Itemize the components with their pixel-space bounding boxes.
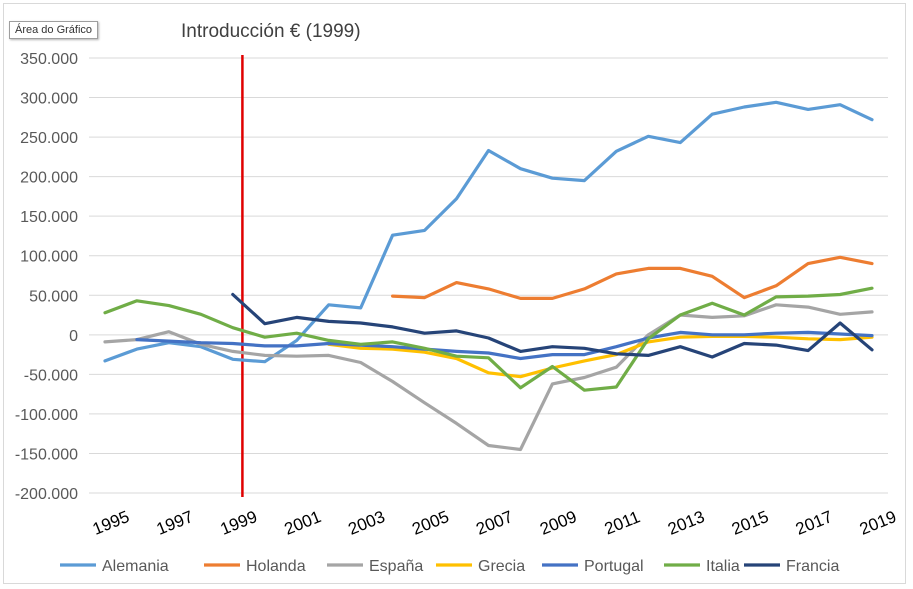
- y-tick-label: 100.000: [20, 249, 78, 266]
- series-line-holanda[interactable]: [391, 255, 874, 300]
- euro-introduction-annotation: Introducción € (1999): [181, 21, 361, 42]
- x-tick-label: 1999: [218, 507, 260, 539]
- x-tick-label: 2011: [602, 507, 643, 538]
- legend-label: Alemania: [102, 558, 169, 575]
- x-tick-label: 2005: [409, 507, 451, 539]
- legend-label: Holanda: [246, 558, 306, 575]
- x-tick-label: 2015: [729, 507, 771, 539]
- legend-label: España: [369, 558, 423, 575]
- x-tick-label: 2009: [537, 507, 579, 539]
- x-tick-label: 2013: [665, 507, 707, 539]
- x-tick-label: 1995: [90, 507, 132, 539]
- legend-label: Italia: [706, 558, 740, 575]
- y-tick-label: 350.000: [20, 51, 78, 68]
- x-tick-label: 2001: [282, 507, 324, 539]
- series-line-italia[interactable]: [103, 286, 874, 392]
- y-tick-label: 250.000: [20, 130, 78, 147]
- series-line-españa[interactable]: [103, 303, 874, 452]
- y-tick-label: 300.000: [20, 91, 78, 108]
- gridlines: [89, 57, 888, 494]
- y-tick-label: -50.000: [24, 367, 78, 384]
- y-tick-label: 150.000: [20, 209, 78, 226]
- x-tick-label: 2017: [793, 507, 835, 539]
- y-axis-ticks: 350.000 300.000 250.000 200.000 150.000 100.0…: [15, 51, 78, 503]
- y-tick-label: 50.000: [29, 288, 78, 305]
- x-tick-label: 2003: [346, 507, 388, 539]
- legend-label: Portugal: [584, 558, 644, 575]
- x-tick-label: 2007: [473, 507, 515, 539]
- y-tick-label: -150.000: [15, 446, 78, 463]
- series-lines: [103, 100, 874, 452]
- x-tick-label: 2019: [857, 507, 899, 539]
- series-line-alemania[interactable]: [103, 100, 874, 364]
- y-tick-label: -200.000: [15, 486, 78, 503]
- series-line-portugal[interactable]: [135, 330, 874, 361]
- series-line-francia[interactable]: [231, 292, 874, 359]
- legend-label: Francia: [786, 558, 839, 575]
- x-axis-ticks: 1995 1997 1999 2001 2003 2005 2007 2009 2011 2013…: [90, 507, 899, 539]
- y-tick-label: 0: [69, 328, 78, 345]
- y-tick-label: 200.000: [20, 170, 78, 187]
- y-tick-label: -100.000: [15, 407, 78, 424]
- legend-label: Grecia: [478, 558, 525, 575]
- legend: Alemania Holanda España Grecia Portugal Itali…: [60, 558, 839, 575]
- x-tick-label: 1997: [154, 507, 196, 539]
- chart-area-tooltip: Área do Gráfico: [9, 21, 99, 39]
- series-line-grecia[interactable]: [327, 334, 874, 379]
